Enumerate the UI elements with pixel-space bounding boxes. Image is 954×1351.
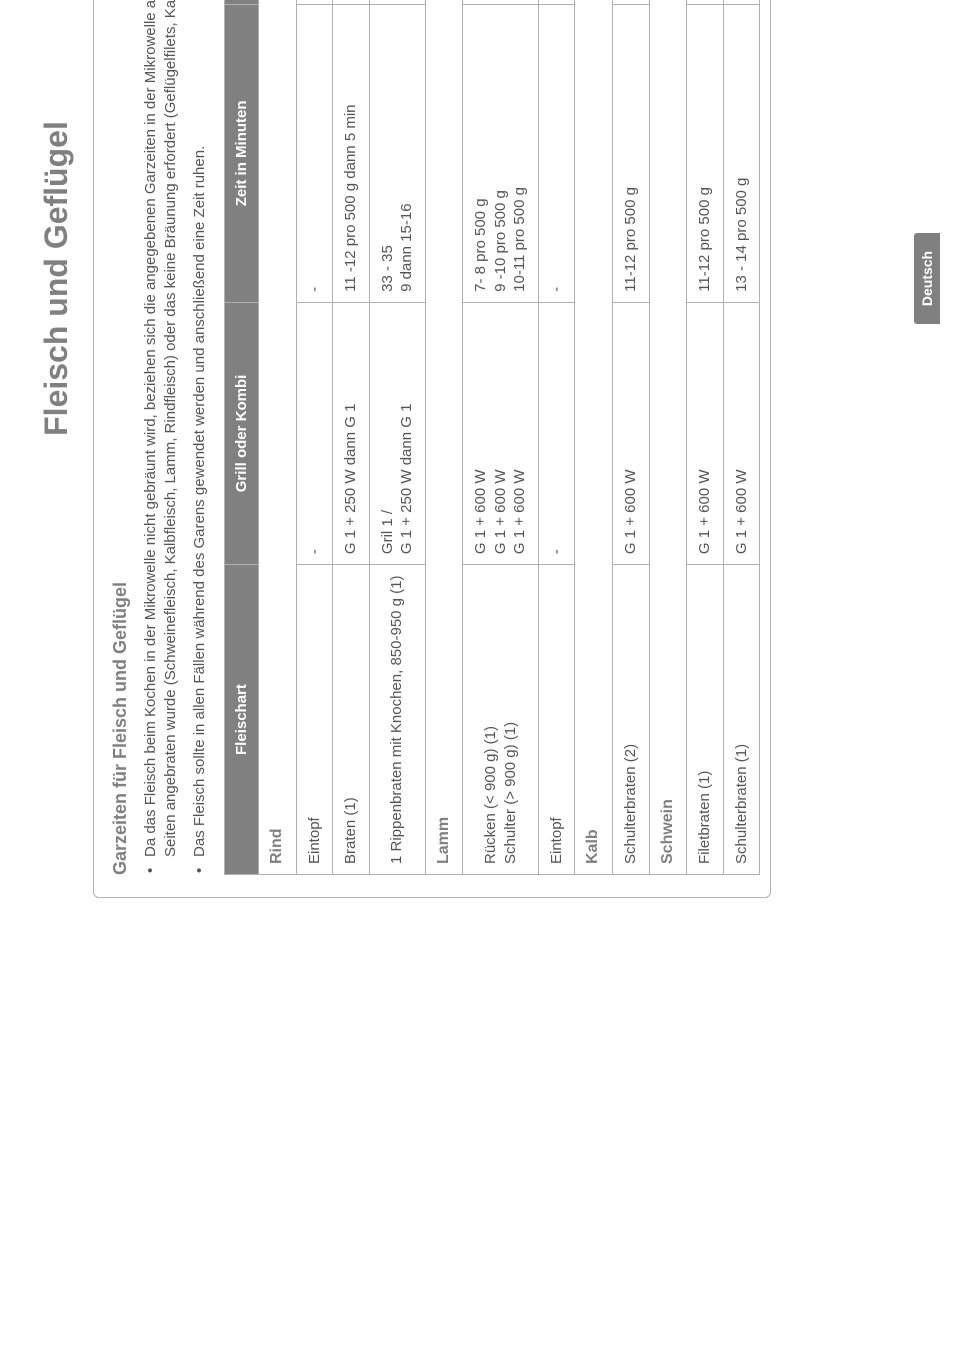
table-cell: 11 -12 pro 500 g dann 5 min	[333, 4, 370, 302]
table-cell: 7- 8 pro 500 g 9 -10 pro 500 g 10-11 pro…	[463, 4, 539, 302]
table-body: RindEintopf--Max dann 250 W10-12 dann 60…	[258, 0, 760, 875]
table-cell: -	[538, 302, 575, 564]
table-cell: Braten (1)	[333, 565, 370, 875]
table-row: Eintopf--Max dann 250 W10 -12 dann 40 to…	[538, 0, 575, 875]
table-cell: 1 Rippenbraten mit Knochen, 850-950 g (1…	[369, 565, 425, 875]
table-cell: Max dann 250 W	[296, 0, 333, 4]
col-grill-kombi: Grill oder Kombi	[224, 302, 258, 564]
table-cell: -	[369, 0, 425, 4]
table-cell: Filetbraten (1)	[687, 565, 724, 875]
table-cell: -	[296, 302, 333, 564]
table-cell: 600 W	[613, 0, 650, 4]
col-zeit-1: Zeit in Minuten	[224, 4, 258, 302]
table-row: 1 Rippenbraten mit Knochen, 850-950 g (1…	[369, 0, 425, 875]
table-row: Filetbraten (1)G 1 + 600 W11-12 pro 500 …	[687, 0, 724, 875]
table-row: Schulterbraten (1)G 1 + 600 W13 - 14 pro…	[723, 0, 760, 875]
col-fleischart: Fleischart	[224, 565, 258, 875]
table-row: Eintopf--Max dann 250 W10-12 dann 60 to …	[296, 0, 333, 875]
table-cell: 11-12 pro 500 g	[613, 4, 650, 302]
table-cell: Max dann 250 W	[538, 0, 575, 4]
category-label: Schwein	[649, 0, 687, 875]
table-cell: 600 W 600 W 600 W	[463, 0, 539, 4]
category-label: Kalb	[575, 0, 613, 875]
table-cell: 600 W	[723, 0, 760, 4]
table-cell: G 1 + 250 W dann G 1	[333, 302, 370, 564]
table-cell: G 1 + 600 W G 1 + 600 W G 1 + 600 W	[463, 302, 539, 564]
table-cell: G 1 + 600 W	[613, 302, 650, 564]
table-cell: Rücken (< 900 g) (1) Schulter (> 900 g) …	[463, 565, 539, 875]
page-title: Fleisch und Geflügel	[38, 0, 75, 898]
category-row: Schwein	[649, 0, 687, 875]
category-label: Rind	[258, 0, 296, 875]
table-row: Braten (1)G 1 + 250 W dann G 111 -12 pro…	[333, 0, 370, 875]
col-mikrowelle: Nur Mikrowelle	[224, 0, 258, 4]
table-cell: Schulterbraten (2)	[613, 565, 650, 875]
table-row: Schulterbraten (2)G 1 + 600 W11-12 pro 5…	[613, 0, 650, 875]
intro-bullet: Da das Fleisch beim Kochen in der Mikrow…	[141, 0, 182, 875]
table-cell: G 1 + 600 W	[687, 302, 724, 564]
table-cell: Eintopf	[538, 565, 575, 875]
language-tab: Deutsch	[914, 233, 940, 324]
category-row: Rind	[258, 0, 296, 875]
table-cell: 11-12 pro 500 g	[687, 4, 724, 302]
table-cell: 13 - 14 pro 500 g	[723, 4, 760, 302]
category-row: Lamm	[425, 0, 463, 875]
intro-bullet: Das Fleisch sollte in allen Fällen währe…	[190, 0, 210, 875]
category-label: Lamm	[425, 0, 463, 875]
table-cell: G 1 + 600 W	[723, 302, 760, 564]
table-cell: -	[296, 4, 333, 302]
table-cell: 33 - 35 9 dann 15-16	[369, 4, 425, 302]
table-cell: Gril 1 / G 1 + 250 W dann G 1	[369, 302, 425, 564]
table-header-row: Fleischart Grill oder Kombi Zeit in Minu…	[224, 0, 258, 875]
category-row: Kalb	[575, 0, 613, 875]
cooking-times-table: Fleischart Grill oder Kombi Zeit in Minu…	[224, 0, 761, 875]
table-cell: -	[538, 4, 575, 302]
table-cell: Eintopf	[296, 565, 333, 875]
section-heading: Garzeiten für Fleisch und Geflügel	[110, 0, 131, 875]
intro-list: Da das Fleisch beim Kochen in der Mikrow…	[141, 0, 210, 875]
content-box: Garzeiten für Fleisch und Geflügel Da da…	[93, 0, 771, 898]
table-row: Rücken (< 900 g) (1) Schulter (> 900 g) …	[463, 0, 539, 875]
table-cell: 600 W	[687, 0, 724, 4]
table-cell: Schulterbraten (1)	[723, 565, 760, 875]
page-footer: Deutsch D-25	[914, 0, 940, 954]
table-cell: 600 W	[333, 0, 370, 4]
